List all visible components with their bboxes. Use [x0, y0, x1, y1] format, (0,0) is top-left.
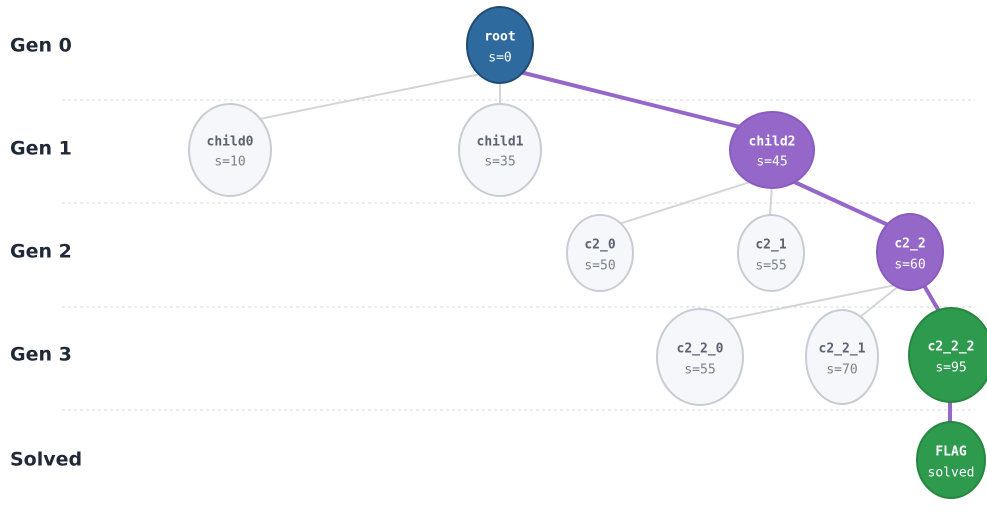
node: c2_2_1 s=70: [805, 309, 879, 405]
node-label: c2_2_1: [819, 342, 866, 357]
node-score: s=60: [894, 258, 925, 273]
node-score: s=70: [826, 363, 857, 378]
row-label: Gen 0: [10, 35, 72, 57]
node-score: s=0: [488, 51, 511, 66]
node: FLAG solved: [916, 421, 986, 499]
node: c2_2 s=60: [876, 213, 944, 291]
row-label: Gen 3: [10, 344, 72, 366]
edge: [699, 281, 911, 326]
node-score: s=95: [935, 361, 966, 376]
row-label: Solved: [10, 449, 82, 471]
node-score: solved: [928, 466, 975, 481]
node-score: s=45: [756, 155, 787, 170]
edge: [599, 174, 773, 231]
node-label: child1: [477, 135, 524, 150]
node-label: c2_2_2: [928, 340, 975, 355]
node: child1 s=35: [458, 103, 542, 197]
node: c2_0 s=50: [566, 214, 634, 292]
node-label: FLAG: [935, 445, 966, 460]
node-label: root: [484, 30, 515, 45]
node-label: c2_2_0: [677, 342, 724, 357]
node: child0 s=10: [188, 103, 272, 197]
node: c2_2_0 s=55: [656, 308, 744, 406]
node-score: s=50: [584, 259, 615, 274]
node-score: s=35: [484, 155, 515, 170]
node: child2 s=45: [729, 111, 815, 189]
node: root s=0: [466, 6, 534, 84]
node-label: c2_0: [584, 238, 615, 253]
path-edge: [519, 70, 773, 137]
row-label: Gen 1: [10, 138, 72, 160]
node-score: s=55: [755, 259, 786, 274]
node-label: c2_1: [755, 238, 786, 253]
node-score: s=10: [214, 155, 245, 170]
edge: [229, 69, 501, 126]
node-score: s=55: [684, 363, 715, 378]
row-label: Gen 2: [10, 241, 72, 263]
node-label: child2: [749, 135, 796, 150]
node-label: child0: [207, 135, 254, 150]
node-label: c2_2: [894, 237, 925, 252]
node: c2_1 s=55: [737, 214, 805, 292]
node: c2_2_2 s=95: [908, 307, 987, 403]
edge: [769, 184, 773, 216]
